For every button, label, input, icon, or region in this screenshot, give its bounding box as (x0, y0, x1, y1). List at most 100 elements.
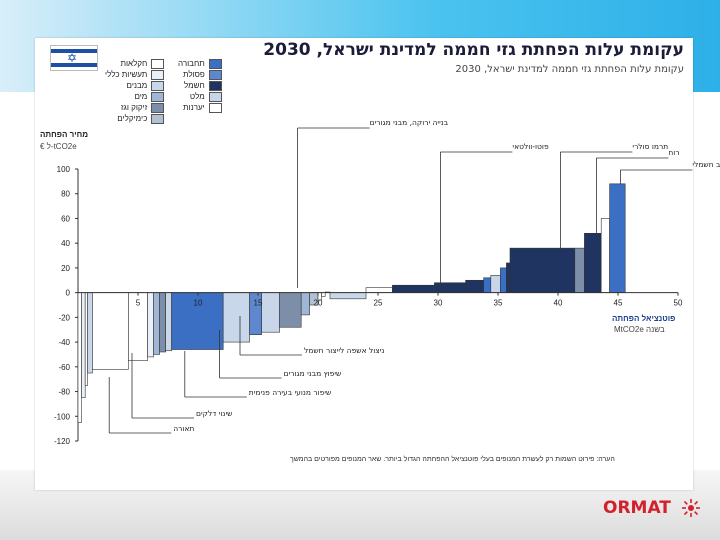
x-axis-unit: MtCO2e בשנה (614, 325, 665, 334)
legend-left: חקלאות תעשיות כללי מבנים מים זיקוק וגז כ… (105, 58, 165, 124)
y-tick-label: 100 (57, 165, 71, 174)
annotation-label: ניצול אשפה לייצור חשמל (304, 346, 384, 355)
legend-item: חשמל (178, 80, 222, 91)
mac-bar (165, 292, 172, 352)
footnote: הערה: פירוט השמות רק לעשרת המנופים בעלי … (290, 456, 615, 463)
mac-bar (509, 247, 576, 293)
mac-bar (321, 292, 326, 297)
annotation-label: שיפוץ מבני מגורים (284, 369, 342, 378)
mac-bar (81, 292, 86, 399)
y-tick-label: 0 (66, 289, 71, 298)
legend-item: יערנות (178, 102, 222, 113)
y-tick-label: 20 (61, 264, 70, 273)
legend-swatch (208, 80, 222, 91)
legend-swatch (151, 113, 165, 124)
mac-bar (261, 292, 280, 333)
star-of-david-icon: ✡ (67, 51, 78, 65)
mac-bar (147, 292, 154, 358)
legend-label: מלט (189, 92, 205, 101)
legend-item: מים (105, 91, 165, 102)
mac-bar (365, 287, 393, 293)
chart-title: עקומת עלות הפחתת גזי חממה למדינת ישראל, … (263, 40, 684, 60)
mac-bar (600, 218, 610, 293)
legend-label: חקלאות (120, 59, 148, 68)
legend-item: תעשיות כללי (105, 69, 165, 80)
legend-item: זיקוק וגז (105, 102, 165, 113)
legend-swatch (208, 58, 222, 69)
annotation-label: בנייה ירוקה, מבני מגורים (370, 118, 449, 127)
legend-item: תחבורה (178, 58, 222, 69)
annotation-label: תרמו סולרי (632, 142, 668, 151)
mac-bar (465, 279, 484, 293)
y-axis-label: מחיר הפחתה (40, 130, 89, 139)
y-tick-label: 80 (61, 190, 70, 199)
y-tick-label: -20 (58, 313, 70, 322)
legend-swatch (151, 58, 165, 69)
mac-bar (171, 292, 224, 350)
legend-label: פסולת (182, 70, 205, 79)
legend-swatch (151, 69, 165, 80)
y-tick-label: -80 (58, 388, 70, 397)
legend-label: תחבורה (178, 59, 205, 68)
y-tick-label: 40 (61, 239, 70, 248)
mac-bar (159, 292, 166, 353)
legend-swatch (208, 91, 222, 102)
mac-bar (574, 247, 585, 293)
y-tick-label: -60 (58, 363, 70, 372)
ormat-sun-icon (682, 499, 700, 517)
legend-label: כימיקלים (117, 114, 148, 123)
annotation-label: רכב חשמלי (692, 160, 720, 169)
mac-bar (92, 292, 129, 370)
annotation-label: תאורה (173, 424, 194, 433)
legend-swatch (208, 69, 222, 80)
legend-item: פסולת (178, 69, 222, 80)
mac-bar (84, 292, 88, 386)
mac-bar (434, 282, 466, 293)
annotation-label: שינוי דלקים (196, 409, 232, 418)
x-tick-label: 5 (136, 299, 141, 308)
legend-label: מים (134, 92, 148, 101)
legend-label: חשמל (184, 81, 205, 90)
legend-label: יערנות (183, 103, 205, 112)
x-tick-label: 40 (554, 299, 563, 308)
x-tick-label: 45 (614, 299, 623, 308)
legend-swatch (208, 102, 222, 113)
mac-bar (483, 277, 492, 293)
legend-label: מבנים (126, 81, 148, 90)
israel-flag-icon: ✡ (50, 45, 98, 71)
mac-bar (506, 262, 511, 293)
mac-bar (279, 292, 302, 328)
mac-bar (329, 292, 367, 300)
mac-bar (584, 232, 602, 293)
legend-swatch (151, 102, 165, 113)
mac-bar (77, 292, 82, 423)
mac-bar (87, 292, 93, 374)
mac-bar (500, 267, 507, 293)
legend-label: תעשיות כללי (105, 70, 148, 79)
y-tick-label: 60 (61, 214, 70, 223)
mac-bar (392, 284, 435, 293)
mac-bar (153, 292, 160, 355)
x-tick-label: 25 (374, 299, 383, 308)
x-tick-label: 15 (254, 299, 263, 308)
legend-item: מלט (178, 91, 222, 102)
y-tick-label: -100 (54, 412, 71, 421)
annotation-label: שיפור מנועי בעירה פנימית (249, 388, 332, 397)
annotation-label: רוח (668, 148, 679, 157)
x-tick-label: 35 (494, 299, 503, 308)
flag-stripe-bottom (51, 63, 97, 67)
x-tick-label: 50 (674, 299, 683, 308)
legend-swatch (151, 91, 165, 102)
x-axis-label: פוטנציאל הפחתה (612, 314, 676, 323)
legend-label: זיקוק וגז (120, 103, 148, 112)
mac-bar (222, 292, 250, 343)
x-tick-label: 20 (314, 299, 323, 308)
legend-item: כימיקלים (105, 113, 165, 124)
x-tick-label: 10 (194, 299, 203, 308)
mac-bar (609, 183, 626, 293)
chart-subtitle: עקומת עלות הפחתת גזי חממה למדינת ישראל, … (455, 64, 684, 75)
mac-bar (490, 275, 501, 293)
annotation-label: פוטו-וולטאי (512, 142, 549, 151)
y-tick-label: -120 (54, 437, 71, 446)
